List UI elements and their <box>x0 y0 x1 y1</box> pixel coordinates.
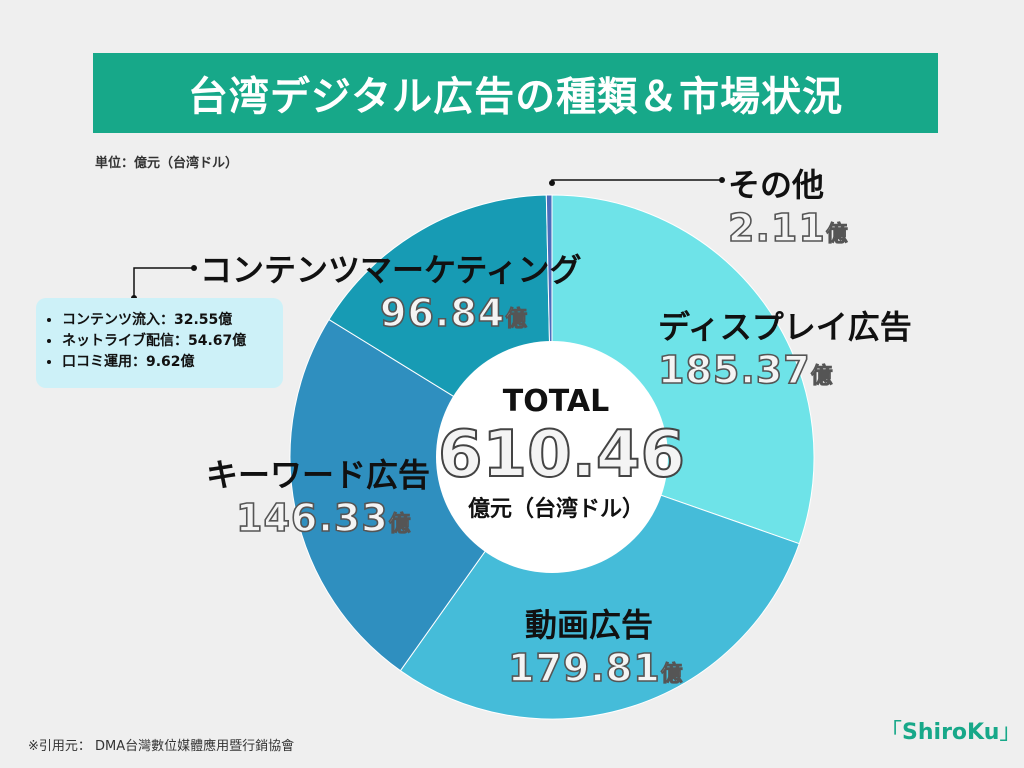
label-video-value: 179.81億 <box>507 645 684 691</box>
label-keyword: キーワード広告 146.33億 <box>206 450 431 541</box>
slice-2 <box>289 318 553 672</box>
leader-line-content <box>131 265 197 301</box>
label-video-name: 動画広告 <box>525 606 654 644</box>
source-citation: ※引用元： DMA台灣數位媒體應用暨行銷協會 <box>28 739 295 754</box>
total-center: TOTAL 610.46 億元（台湾ドル） <box>437 384 686 523</box>
total-value: 610.46 <box>437 418 686 492</box>
label-content-value: 96.84億 <box>379 290 529 336</box>
label-display-name: ディスプレイ広告 <box>658 308 912 346</box>
content-breakdown-box: コンテンツ流入：32.55億 ネットライブ配信：54.67億 口コミ運用：9.6… <box>36 298 283 388</box>
total-unit: 億元（台湾ドル） <box>467 497 644 522</box>
label-other: その他 2.11億 <box>727 160 849 251</box>
shiroku-logo: 「ShiroKu」 <box>880 720 1022 745</box>
label-display-value: 185.37億 <box>657 347 834 393</box>
donut-hole <box>436 341 668 573</box>
label-keyword-value: 146.33億 <box>235 495 412 541</box>
unit-label: 単位：億元（台湾ドル） <box>95 156 239 171</box>
breakdown-item: 口コミ運用：9.62億 <box>62 352 271 373</box>
breakdown-item: ネットライブ配信：54.67億 <box>62 331 271 352</box>
label-other-value: 2.11億 <box>727 205 849 251</box>
label-display: ディスプレイ広告 185.37億 <box>657 302 912 393</box>
leader-line-other <box>549 177 725 186</box>
label-content: コンテンツマーケティング 96.84億 <box>200 245 582 336</box>
label-other-name: その他 <box>728 166 825 204</box>
label-video: 動画広告 179.81億 <box>507 600 684 691</box>
page-title: 台湾デジタル広告の種類＆市場状況 <box>187 74 844 120</box>
total-label: TOTAL <box>502 384 610 419</box>
breakdown-item: コンテンツ流入：32.55億 <box>62 310 271 331</box>
slice-1 <box>399 456 800 720</box>
label-content-name: コンテンツマーケティング <box>200 251 582 289</box>
title-banner: 台湾デジタル広告の種類＆市場状況 <box>93 53 938 133</box>
label-keyword-name: キーワード広告 <box>206 456 431 494</box>
